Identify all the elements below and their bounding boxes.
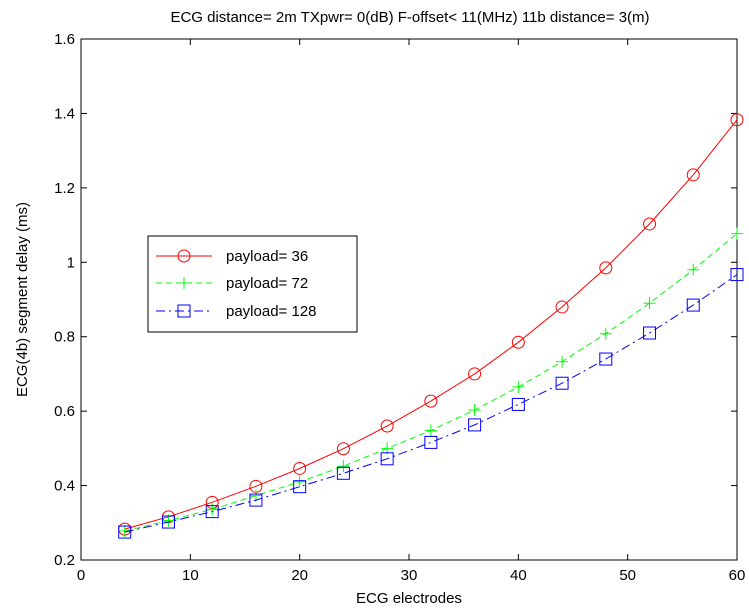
data-point-square — [599, 352, 613, 366]
x-axis: 0 10 20 30 40 50 60 — [77, 39, 746, 584]
y-axis: 0.2 0.4 0.6 0.8 1 1.2 1.4 1.6 — [54, 31, 737, 569]
data-point-square — [118, 525, 132, 539]
y-tick-label: 0.4 — [54, 478, 75, 495]
data-point-square — [643, 326, 657, 340]
x-tick-label: 40 — [510, 567, 527, 584]
data-point-plus — [162, 514, 175, 527]
data-point-circle — [293, 461, 307, 475]
data-point-square — [468, 418, 482, 432]
legend-marker-circle — [177, 249, 191, 263]
series-3 — [118, 268, 744, 539]
y-tick-label: 0.8 — [54, 329, 75, 346]
data-point-square — [293, 480, 307, 494]
legend-label: payload= 72 — [226, 275, 308, 292]
legend-label: payload= 128 — [226, 303, 317, 320]
series-2 — [118, 227, 743, 537]
y-tick-label: 1.6 — [54, 31, 75, 48]
data-point-square — [161, 515, 175, 529]
data-point-square — [424, 435, 438, 449]
data-point-square — [730, 268, 744, 282]
data-point-circle — [599, 261, 613, 275]
y-axis-label: ECG(4b) segment delay (ms) — [14, 202, 31, 397]
data-point-square — [555, 376, 569, 390]
data-point-plus — [643, 297, 656, 310]
data-point-circle — [336, 442, 350, 456]
data-point-square — [249, 493, 263, 507]
x-tick-label: 60 — [729, 567, 746, 584]
data-point-circle — [380, 419, 394, 433]
data-point-plus — [556, 355, 569, 368]
data-point-plus — [512, 380, 525, 393]
x-tick-label: 20 — [291, 567, 308, 584]
series-line — [124, 119, 738, 530]
legend-marker-square — [177, 304, 191, 318]
data-point-plus — [424, 424, 437, 437]
data-point-circle — [555, 300, 569, 314]
x-tick-label: 30 — [401, 567, 418, 584]
data-point-square — [336, 466, 350, 480]
legend-label: payload= 36 — [226, 248, 308, 265]
data-point-plus — [468, 404, 481, 417]
x-tick-label: 10 — [182, 567, 199, 584]
data-point-circle — [686, 168, 700, 182]
x-tick-label: 50 — [619, 567, 636, 584]
y-tick-label: 1 — [67, 254, 75, 271]
x-tick-label: 0 — [77, 567, 85, 584]
legend-marker-plus — [178, 277, 190, 289]
data-point-square — [380, 452, 394, 466]
data-point-plus — [293, 475, 306, 488]
data-point-circle — [424, 394, 438, 408]
data-point-plus — [337, 460, 350, 473]
data-point-plus — [599, 327, 612, 340]
data-point-square — [511, 397, 525, 411]
legend-item: payload= 72 — [156, 275, 308, 292]
y-tick-label: 0.2 — [54, 552, 75, 569]
y-tick-label: 0.6 — [54, 403, 75, 420]
legend: payload= 36 payload= 72 payload= 128 — [147, 235, 358, 333]
legend-box — [147, 235, 358, 333]
series-layer — [118, 113, 744, 539]
data-point-square — [686, 298, 700, 312]
data-point-circle — [468, 367, 482, 381]
legend-item: payload= 36 — [156, 248, 308, 265]
data-point-plus — [731, 227, 743, 240]
data-point-square — [205, 505, 219, 519]
data-point-circle — [643, 217, 657, 231]
chart-title: ECG distance= 2m TXpwr= 0(dB) F-offset< … — [170, 9, 649, 26]
data-point-plus — [687, 263, 700, 276]
data-point-circle — [511, 335, 525, 349]
y-tick-label: 1.2 — [54, 180, 75, 197]
x-axis-label: ECG electrodes — [356, 590, 462, 607]
data-point-circle — [730, 113, 744, 127]
y-tick-label: 1.4 — [54, 105, 75, 122]
legend-item: payload= 128 — [156, 303, 317, 320]
